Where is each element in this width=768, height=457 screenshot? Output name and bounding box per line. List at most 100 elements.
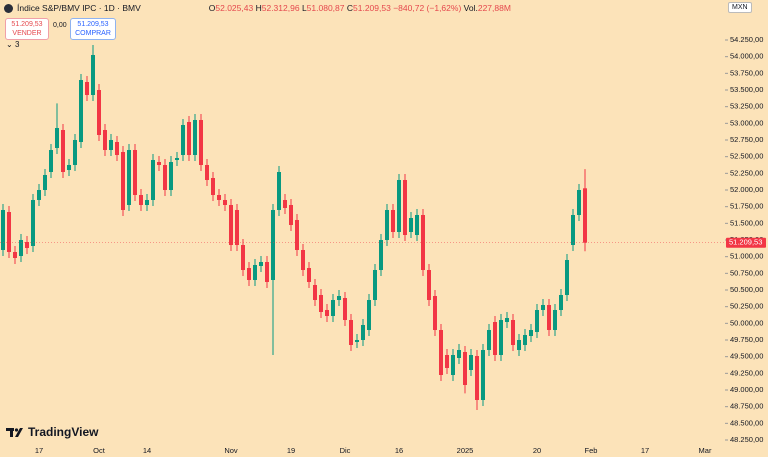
candle-body bbox=[553, 310, 557, 330]
candle-body bbox=[571, 215, 575, 245]
x-tick-label: 19 bbox=[287, 446, 295, 455]
y-tick-label: 53.000,00 bbox=[730, 118, 763, 127]
symbol-icon bbox=[4, 3, 13, 13]
indicators-toggle[interactable]: ⌄ 3 bbox=[6, 40, 20, 49]
y-tick-label: 53.500,00 bbox=[730, 85, 763, 94]
candle-body bbox=[247, 268, 251, 280]
brand: TradingView bbox=[6, 425, 98, 439]
candle-body bbox=[151, 160, 155, 200]
buy-label: COMPRAR bbox=[75, 30, 111, 37]
candle-body bbox=[199, 120, 203, 165]
candle-body bbox=[37, 190, 41, 200]
candle-body bbox=[415, 215, 419, 235]
last-price-label: 51.209,53 bbox=[729, 238, 762, 247]
candle-body bbox=[583, 188, 587, 243]
candle-body bbox=[271, 210, 275, 280]
change: −840,72 (−1,62%) bbox=[393, 3, 462, 13]
indicator-count: 3 bbox=[14, 40, 20, 49]
sell-label: VENDER bbox=[12, 30, 42, 37]
candle-body bbox=[115, 142, 119, 155]
candle-body bbox=[217, 195, 221, 200]
ohlc-key: C bbox=[346, 3, 354, 13]
candle-body bbox=[409, 218, 413, 232]
candle-body bbox=[325, 310, 329, 316]
candle-body bbox=[265, 262, 269, 282]
y-tick-label: 50.500,00 bbox=[730, 285, 763, 294]
candle-body bbox=[427, 270, 431, 300]
x-tick-label: Nov bbox=[224, 446, 238, 455]
sell-price: 51.209,53 bbox=[11, 21, 43, 28]
y-tick-label: 50.000,00 bbox=[730, 318, 763, 327]
candle-body bbox=[487, 330, 491, 350]
candle-body bbox=[343, 298, 347, 320]
candle-body bbox=[253, 265, 257, 280]
candle-body bbox=[205, 165, 209, 180]
candle-body bbox=[403, 180, 407, 235]
y-tick-label: 54.000,00 bbox=[730, 52, 763, 61]
candle-body bbox=[499, 320, 503, 355]
y-tick-label: 51.500,00 bbox=[730, 218, 763, 227]
ohlc-value: 52.312,96 bbox=[261, 3, 300, 13]
buy-price: 51.209,53 bbox=[77, 21, 109, 28]
candle-body bbox=[157, 162, 161, 165]
y-tick-label: 52.250,00 bbox=[730, 168, 763, 177]
candle-body bbox=[379, 240, 383, 270]
x-tick-label: Feb bbox=[585, 446, 598, 455]
candle-body bbox=[121, 152, 125, 210]
sell-button[interactable]: 51.209,53 VENDER bbox=[5, 18, 49, 40]
candle-body bbox=[163, 165, 167, 190]
candle-body bbox=[331, 300, 335, 316]
candle-body bbox=[283, 200, 287, 208]
candle-body bbox=[361, 325, 365, 340]
symbol[interactable]: Índice S&P/BMV IPC · 1D · BMV bbox=[17, 3, 141, 13]
volume-key: Vol. bbox=[463, 3, 478, 13]
brand-name: TradingView bbox=[28, 425, 99, 439]
candle-body bbox=[175, 158, 179, 160]
x-tick-label: 17 bbox=[641, 446, 649, 455]
candle-body bbox=[139, 195, 143, 205]
x-tick-label: 16 bbox=[395, 446, 403, 455]
candle-body bbox=[235, 210, 239, 245]
candle-body bbox=[577, 190, 581, 215]
candle-body bbox=[559, 295, 563, 310]
candle-body bbox=[391, 210, 395, 232]
candle-body bbox=[385, 210, 389, 240]
candle-body bbox=[1, 210, 5, 250]
candle-body bbox=[289, 205, 293, 225]
brand-logo bbox=[6, 427, 23, 437]
x-tick-label: Mar bbox=[699, 446, 712, 455]
candle-body bbox=[517, 340, 521, 350]
candle-body bbox=[337, 296, 341, 300]
candle-body bbox=[367, 300, 371, 330]
candle-body bbox=[301, 250, 305, 270]
currency[interactable]: MXN bbox=[728, 2, 752, 13]
candle-body bbox=[169, 162, 173, 190]
y-tick-label: 48.500,00 bbox=[730, 418, 763, 427]
ohlc-value: 52.025,43 bbox=[215, 3, 254, 13]
candle-body bbox=[295, 220, 299, 250]
y-tick-label: 52.750,00 bbox=[730, 135, 763, 144]
y-tick-label: 49.000,00 bbox=[730, 385, 763, 394]
y-tick-label: 53.750,00 bbox=[730, 68, 763, 77]
buy-button[interactable]: 51.209,53 COMPRAR bbox=[70, 18, 116, 40]
price-axis bbox=[725, 0, 768, 457]
y-tick-label: 52.000,00 bbox=[730, 185, 763, 194]
candle-body bbox=[145, 200, 149, 205]
y-tick-label: 51.000,00 bbox=[730, 252, 763, 261]
candle-body bbox=[463, 352, 467, 385]
candle-body bbox=[127, 150, 131, 205]
candle-body bbox=[439, 330, 443, 375]
spread: 0,00 bbox=[53, 22, 67, 29]
y-tick-label: 49.250,00 bbox=[730, 368, 763, 377]
y-tick-label: 50.250,00 bbox=[730, 302, 763, 311]
candle-body bbox=[241, 245, 245, 270]
y-tick-label: 48.750,00 bbox=[730, 402, 763, 411]
candle-body bbox=[259, 262, 263, 266]
candle-body bbox=[43, 175, 47, 190]
y-tick-label: 53.250,00 bbox=[730, 102, 763, 111]
candle-body bbox=[277, 172, 281, 210]
x-tick-label: 20 bbox=[533, 446, 541, 455]
candle-body bbox=[187, 122, 191, 155]
